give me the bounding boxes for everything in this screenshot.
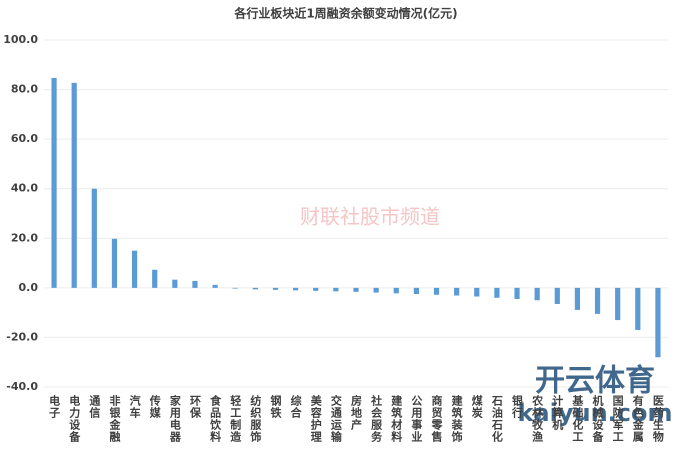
x-tick-label: 社会服务 [370,394,384,443]
bar [51,77,57,288]
x-tick-label: 商贸零售 [430,394,444,443]
x-tick-label: 医药生物 [651,395,664,443]
bar [635,287,641,330]
x-tick-label: 通信 [88,395,101,419]
x-tick-label: 环保 [188,395,202,419]
bar [71,82,77,288]
x-tick-label: 计算机 [551,394,565,431]
x-tick-label: 国防军工 [611,395,624,443]
bar [615,287,621,321]
x-tick-label: 电力设备 [68,394,82,443]
bar [494,287,500,298]
y-tick-label: 60.0 [11,132,38,145]
bar [131,250,138,288]
watermark: 开云体育 [535,364,655,399]
y-tick-label: 100.0 [3,33,38,46]
bar [433,287,440,295]
x-tick-label: 美容护理 [309,394,323,443]
watermark: kaiyun.com [517,399,672,427]
bar [172,279,178,288]
bar [293,287,299,291]
x-tick-label: 公用事业 [410,395,423,443]
bar [192,280,198,288]
x-tick-label: 建筑装饰 [450,394,464,443]
y-tick-label: 80.0 [11,83,38,96]
x-tick-label: 农林牧渔 [531,394,545,443]
x-tick-label: 汽车 [128,394,141,419]
watermark: 财联社股市频道 [300,205,440,229]
y-tick-label: 0.0 [19,281,39,294]
x-tick-label: 食品饮料 [209,394,223,443]
bar [554,287,560,304]
bar [91,188,97,288]
bar [454,287,460,296]
x-tick-label: 有色金属 [631,394,645,443]
x-tick-label: 电子 [48,394,61,419]
x-tick-label: 纺织服饰 [249,394,262,443]
x-tick-label: 家用电器 [168,394,182,443]
bar [232,287,238,289]
x-tick-label: 综合 [289,394,302,419]
bar [413,287,419,295]
bar [272,287,279,290]
bar [574,287,581,310]
x-tick-label: 石油石化 [490,395,504,443]
y-tick-label: -20.0 [6,330,38,343]
x-tick-label: 基础化工 [571,394,585,443]
bar [353,287,359,292]
x-tick-label: 煤炭 [470,394,483,419]
bar [514,287,520,300]
x-tick-label: 建筑材料 [390,394,403,443]
chart-title: 各行业板块近1周融资余额变动情况(亿元) [233,6,457,21]
x-tick-label: 传媒 [148,394,162,419]
bar [474,287,480,297]
x-tick-label: 机械设备 [591,394,605,443]
x-tick-label: 钢铁 [269,394,282,419]
x-tick-label: 房地产 [350,394,363,431]
bar [111,238,118,288]
bar [373,287,379,293]
y-tick-label: -40.0 [6,380,38,393]
bar [594,287,601,314]
bar [212,284,218,288]
bar [393,287,399,294]
bar [534,287,540,301]
x-tick-label: 交通运输 [329,394,342,443]
bar [333,287,339,292]
y-tick-label: 40.0 [11,182,38,195]
bar [655,287,661,358]
bar [152,269,158,288]
x-tick-label: 轻工制造 [229,394,242,443]
x-tick-label: 非银金融 [108,394,122,443]
y-tick-label: 20.0 [11,231,38,244]
bar [252,287,258,290]
x-tick-label: 银行 [511,394,525,419]
bar [313,287,319,291]
